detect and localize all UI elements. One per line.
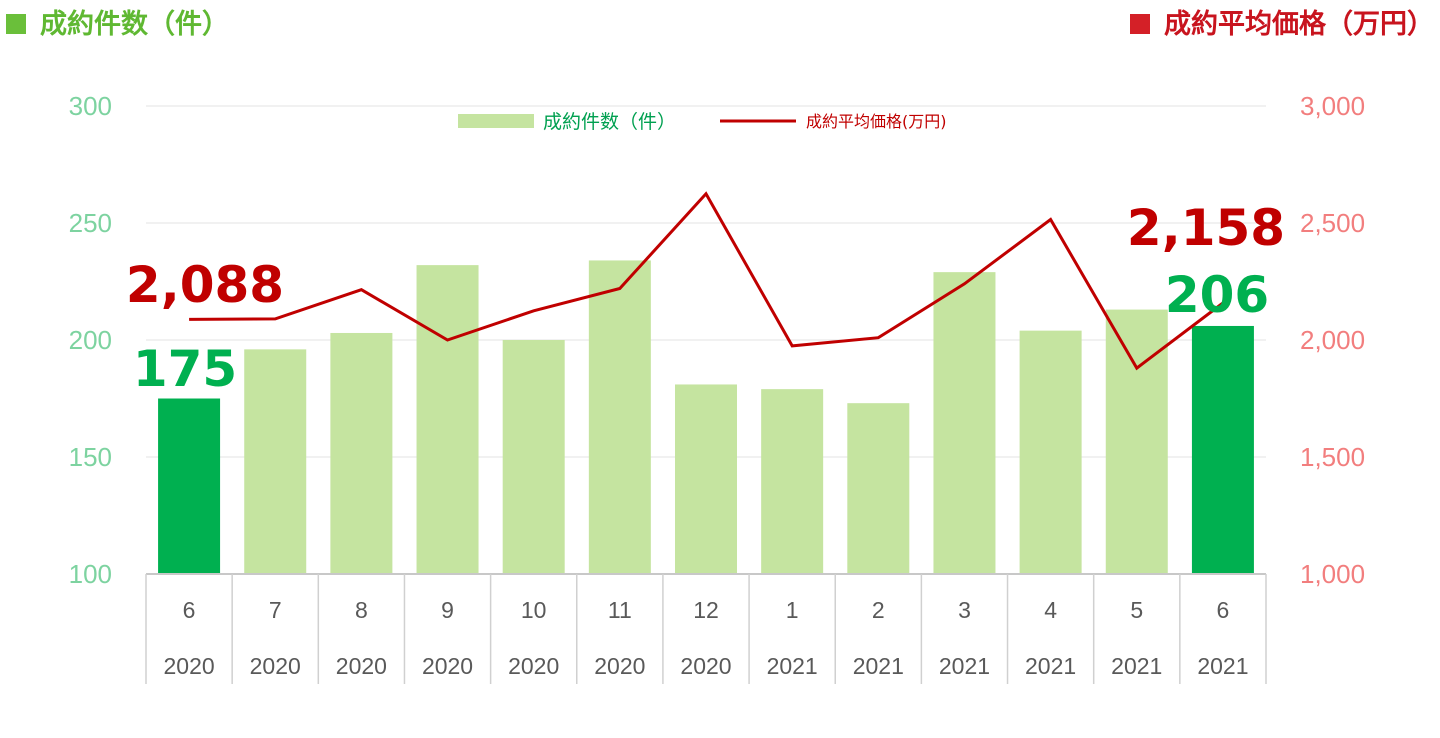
left-tick-label: 200: [69, 325, 112, 355]
year-label: 2021: [853, 653, 904, 679]
callout-count-start: 175: [133, 340, 237, 398]
legend-price-label: 成約平均価格(万円): [806, 112, 947, 131]
month-label: 4: [1044, 597, 1057, 623]
legend-bar-swatch: [458, 114, 534, 128]
callout-price-start: 2,088: [126, 256, 284, 314]
bar: [416, 265, 479, 574]
green-square-icon: [6, 14, 26, 34]
left-axis: 100 150 200 250 300: [69, 91, 112, 589]
month-label: 6: [1217, 597, 1230, 623]
callout-price-end: 2,158: [1127, 199, 1285, 257]
year-label: 2021: [1111, 653, 1162, 679]
month-label: 10: [521, 597, 547, 623]
bar: [847, 403, 910, 574]
bar: [330, 332, 393, 574]
month-label: 7: [269, 597, 282, 623]
year-label: 2020: [250, 653, 301, 679]
month-label: 2: [872, 597, 885, 623]
bar: [933, 272, 996, 574]
year-label: 2020: [680, 653, 731, 679]
callouts: 2,088 175 2,158 206: [126, 199, 1285, 398]
bar: [158, 398, 221, 574]
bar: [675, 384, 737, 574]
month-label: 6: [183, 597, 196, 623]
x-axis: 6202072020820209202010202011202012202012…: [145, 573, 1267, 684]
month-label: 1: [786, 597, 799, 623]
right-tick-label: 3,000: [1300, 91, 1365, 121]
bar: [244, 349, 307, 574]
year-label: 2020: [336, 653, 387, 679]
left-axis-title-text: 成約件数（件）: [40, 9, 229, 40]
year-label: 2021: [1025, 653, 1076, 679]
right-tick-label: 1,000: [1300, 559, 1365, 589]
bar-series: [158, 260, 1254, 574]
bar: [1191, 325, 1254, 574]
year-label: 2020: [422, 653, 473, 679]
bar: [1019, 330, 1082, 574]
month-label: 8: [355, 597, 368, 623]
left-tick-label: 300: [69, 91, 112, 121]
month-label: 11: [608, 597, 632, 623]
year-label: 2021: [1197, 653, 1248, 679]
right-axis-title-text: 成約平均価格（万円）: [1164, 9, 1434, 40]
year-label: 2021: [767, 653, 818, 679]
legend-count-label: 成約件数（件）: [543, 111, 676, 133]
right-tick-label: 1,500: [1300, 442, 1365, 472]
bar: [1105, 309, 1168, 574]
year-label: 2020: [508, 653, 559, 679]
callout-count-end: 206: [1165, 266, 1269, 324]
right-axis-title: 成約平均価格（万円）: [1130, 2, 1434, 41]
month-label: 9: [441, 597, 454, 623]
bar: [502, 340, 565, 574]
legend: 成約件数（件） 成約平均価格(万円): [458, 111, 947, 133]
month-label: 3: [958, 597, 971, 623]
month-label: 5: [1130, 597, 1143, 623]
year-label: 2020: [594, 653, 645, 679]
bar: [761, 389, 824, 574]
left-axis-title: 成約件数（件）: [6, 2, 229, 41]
right-tick-label: 2,500: [1300, 208, 1365, 238]
right-axis: 1,000 1,500 2,000 2,500 3,000: [1300, 91, 1365, 589]
line-series: [189, 191, 1224, 371]
red-square-icon: [1130, 14, 1150, 34]
left-tick-label: 150: [69, 442, 112, 472]
price-line: [189, 191, 1224, 371]
month-label: 12: [693, 597, 719, 623]
left-tick-label: 250: [69, 208, 112, 238]
right-tick-label: 2,000: [1300, 325, 1365, 355]
left-tick-label: 100: [69, 559, 112, 589]
bar: [588, 260, 651, 574]
year-label: 2021: [939, 653, 990, 679]
year-label: 2020: [163, 653, 214, 679]
